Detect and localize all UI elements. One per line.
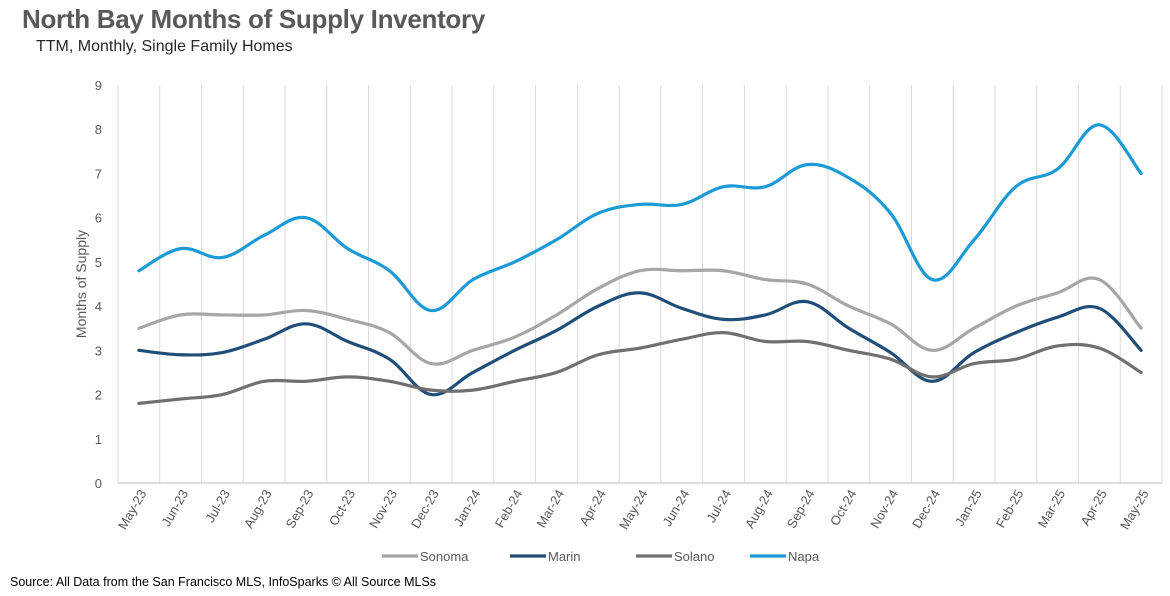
x-tick-label: Mar-24 [533,487,567,530]
x-tick-label: Aug-23 [241,487,275,531]
grid [117,85,1163,483]
axes: 0 1 2 3 4 5 6 7 8 9 May-23 Jun-23 Jul-23 Aug-23 Sep-23… [95,78,1162,532]
x-tick-label: Sep-23 [283,487,317,531]
x-tick-label: May-25 [1117,487,1152,532]
y-tick-label: 4 [95,299,102,314]
x-tick-label: Apr-25 [1077,487,1110,528]
series-line-sonoma [137,267,1143,366]
x-tick-label: Dec-23 [408,487,442,531]
series-line-napa [137,123,1143,313]
x-tick-label: Feb-24 [492,487,526,530]
x-tick-label: Oct-23 [326,487,358,528]
series-line-marin [137,291,1143,397]
y-tick-label: 5 [95,255,102,270]
x-tick-label: Sep-24 [784,487,818,531]
legend: Sonoma Marin Solano Napa [382,549,820,564]
x-tick-label: Jun-23 [158,487,191,529]
y-tick-label: 0 [95,476,102,491]
x-tick-label: Jan-24 [451,487,484,529]
legend-label-solano: Solano [674,549,714,564]
x-tick-label: Apr-24 [576,487,609,528]
series-lines [137,123,1143,405]
x-tick-label: May-24 [616,487,651,532]
y-tick-label: 1 [95,432,102,447]
chart-subtitle: TTM, Monthly, Single Family Homes [36,38,293,55]
x-tick-label: Nov-24 [867,487,901,531]
y-tick-label: 7 [95,166,102,181]
x-tick-label: May-23 [115,487,150,532]
legend-label-sonoma: Sonoma [420,549,469,564]
x-tick-label: Jun-24 [659,487,692,529]
legend-label-marin: Marin [548,549,581,564]
x-tick-label: Jul-24 [703,487,734,525]
y-tick-label: 8 [95,122,102,137]
y-tick-label: 9 [95,78,102,93]
chart-title: North Bay Months of Supply Inventory [22,4,485,34]
x-tick-label: Jul-23 [202,487,233,525]
legend-label-napa: Napa [788,549,820,564]
x-tick-label: Oct-24 [827,487,859,528]
x-tick-label: Aug-24 [742,487,776,531]
y-axis-label: Months of Supply [73,230,89,338]
source-note: Source: All Data from the San Francisco … [10,575,437,589]
x-tick-label: Jan-25 [952,487,985,529]
x-tick-label: Dec-24 [909,487,943,531]
y-tick-label: 3 [95,343,102,358]
y-tick-label: 2 [95,388,102,403]
x-tick-label: Nov-23 [366,487,400,531]
x-tick-label: Mar-25 [1035,487,1069,530]
series-line-solano [137,331,1143,405]
x-tick-label: Feb-25 [993,487,1027,530]
y-tick-label: 6 [95,211,102,226]
